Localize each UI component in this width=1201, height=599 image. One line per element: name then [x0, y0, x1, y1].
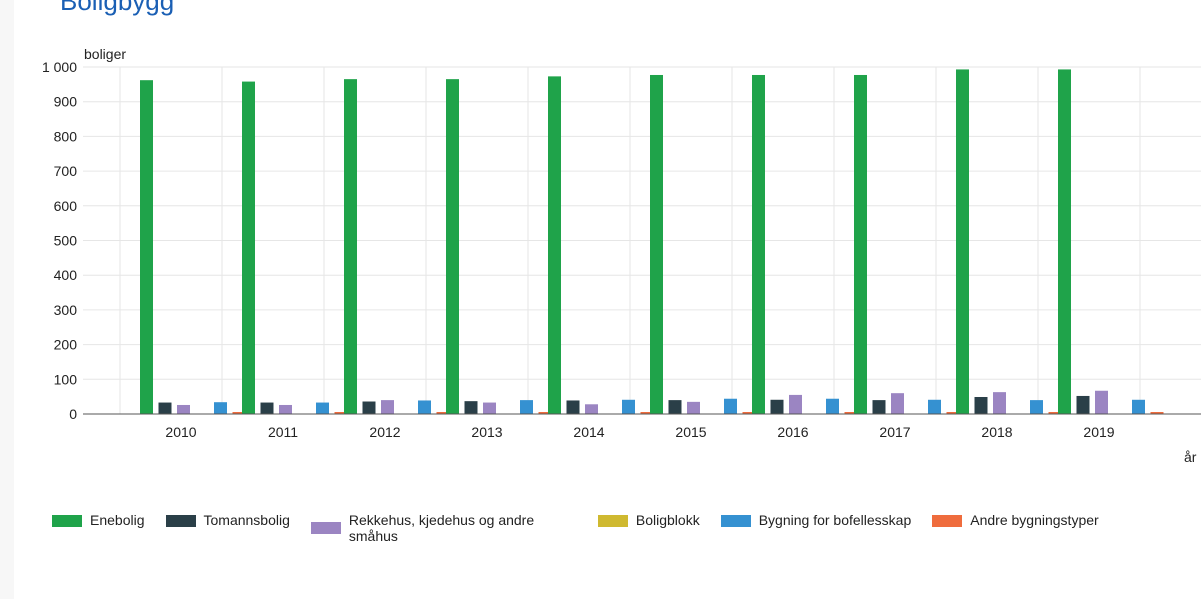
- bar-bygning-2014: [622, 399, 635, 414]
- y-tick-label: 400: [54, 267, 78, 283]
- chart-legend: Enebolig Tomannsbolig Rekkehus, kjedehus…: [52, 512, 1192, 544]
- legend-swatch: [310, 522, 341, 534]
- y-tick-label: 1 000: [42, 59, 77, 75]
- x-tick-label: 2018: [981, 424, 1012, 440]
- bar-tomannsbolig-2017: [872, 400, 886, 414]
- bar-enebolig-2016: [752, 74, 765, 414]
- y-tick-label: 800: [54, 128, 78, 144]
- bar-enebolig-2012: [344, 79, 357, 415]
- bar-andre-2011: [334, 412, 348, 414]
- bar-tomannsbolig-2014: [566, 400, 580, 414]
- bar-enebolig-2017: [854, 74, 867, 414]
- bar-andre-2014: [640, 412, 654, 414]
- bar-rekkehus-2010: [177, 404, 190, 414]
- bar-bygning-2013: [520, 400, 533, 414]
- y-tick-label: 700: [54, 163, 78, 179]
- legend-label: Bygning for bofellesskap: [758, 512, 912, 528]
- axes: 0 100 200 300 400 500 600 700 800 900 1 000 2010 201…: [42, 59, 1201, 440]
- bar-enebolig-2010: [140, 80, 153, 414]
- legend-swatch: [720, 515, 751, 527]
- bar-andre-2019: [1150, 412, 1164, 414]
- legend-item-rekkehus[interactable]: Rekkehus, kjedehus og andre småhus: [310, 512, 577, 544]
- x-tick-label: 2019: [1083, 424, 1114, 440]
- bar-bygning-2010: [214, 402, 227, 414]
- bar-enebolig-2014: [548, 76, 561, 414]
- legend-item-bofellesskap[interactable]: Bygning for bofellesskap: [720, 512, 912, 528]
- x-tick-label: 2014: [573, 424, 604, 440]
- y-tick-label: 0: [69, 406, 77, 422]
- legend-item-tomannsbolig[interactable]: Tomannsbolig: [165, 512, 290, 528]
- bar-andre-2012: [436, 412, 450, 414]
- bar-bygning-2019: [1132, 399, 1145, 414]
- bar-bygning-2011: [316, 402, 329, 414]
- x-tick-label: 2015: [675, 424, 706, 440]
- x-tick-label: 2011: [268, 424, 298, 440]
- bar-andre-2017: [946, 412, 960, 414]
- x-tick-label: 2016: [777, 424, 808, 440]
- bar-rekkehus-2016: [789, 394, 802, 414]
- bar-rekkehus-2015: [687, 401, 700, 414]
- x-tick-label: 2012: [369, 424, 400, 440]
- legend-label: Tomannsbolig: [203, 512, 290, 528]
- bar-enebolig-2013: [446, 79, 459, 415]
- x-axis-label: år: [1184, 449, 1197, 465]
- gridlines: [83, 66, 1201, 414]
- y-tick-label: 100: [54, 371, 78, 387]
- bar-bygning-2015: [724, 398, 737, 414]
- bar-enebolig-2011: [242, 81, 255, 414]
- bar-andre-2016: [844, 412, 858, 414]
- bar-rekkehus-2013: [483, 402, 496, 414]
- bar-enebolig-2018: [956, 69, 969, 414]
- y-tick-label: 600: [54, 198, 78, 214]
- legend-swatch: [932, 515, 963, 527]
- bar-bygning-2016: [826, 398, 839, 414]
- y-tick-label: 300: [54, 302, 78, 318]
- bar-rekkehus-2017: [891, 393, 904, 414]
- bar-bygning-2012: [418, 400, 431, 414]
- bar-andre-2010: [232, 412, 246, 414]
- y-tick-label: 200: [54, 337, 78, 353]
- bar-tomannsbolig-2010: [158, 402, 172, 414]
- x-tick-label: 2013: [471, 424, 502, 440]
- legend-label: Boligblokk: [635, 512, 700, 528]
- bar-rekkehus-2018: [993, 392, 1006, 414]
- bar-tomannsbolig-2012: [362, 401, 376, 414]
- y-tick-label: 900: [54, 94, 78, 110]
- legend-swatch: [597, 515, 628, 527]
- x-tick-label: 2017: [879, 424, 910, 440]
- bar-andre-2018: [1048, 412, 1062, 414]
- legend-label: Enebolig: [90, 512, 145, 528]
- bar-rekkehus-2011: [279, 404, 292, 414]
- bar-rekkehus-2014: [585, 404, 598, 414]
- y-axis-label: boliger: [84, 46, 126, 62]
- bar-bygning-2018: [1030, 400, 1043, 414]
- page-edge: [0, 0, 14, 599]
- bar-tomannsbolig-2018: [974, 396, 988, 414]
- legend-item-boligblokk[interactable]: Boligblokk: [597, 512, 700, 528]
- legend-label: Rekkehus, kjedehus og andre småhus: [348, 512, 535, 544]
- bars: [140, 69, 1164, 415]
- bar-rekkehus-2019: [1095, 390, 1108, 414]
- bar-andre-2013: [538, 412, 552, 414]
- legend-item-enebolig[interactable]: Enebolig: [52, 512, 145, 528]
- legend-swatch: [52, 515, 82, 527]
- page-heading: Boligbygg: [60, 0, 175, 16]
- bar-enebolig-2015: [650, 74, 663, 414]
- bar-andre-2015: [742, 412, 756, 414]
- legend-label: Andre bygningstyper: [970, 512, 1099, 528]
- bar-enebolig-2019: [1058, 69, 1071, 414]
- bar-tomannsbolig-2016: [770, 399, 784, 414]
- bar-tomannsbolig-2019: [1076, 395, 1090, 414]
- bar-tomannsbolig-2011: [260, 402, 274, 414]
- bar-rekkehus-2012: [381, 400, 394, 414]
- x-tick-label: 2010: [165, 424, 196, 440]
- y-tick-label: 500: [54, 233, 78, 249]
- bar-bygning-2017: [928, 399, 941, 414]
- legend-swatch: [165, 515, 196, 527]
- bar-tomannsbolig-2015: [668, 400, 682, 414]
- legend-item-andre-bygningstyper[interactable]: Andre bygningstyper: [932, 512, 1099, 528]
- bar-tomannsbolig-2013: [464, 401, 478, 414]
